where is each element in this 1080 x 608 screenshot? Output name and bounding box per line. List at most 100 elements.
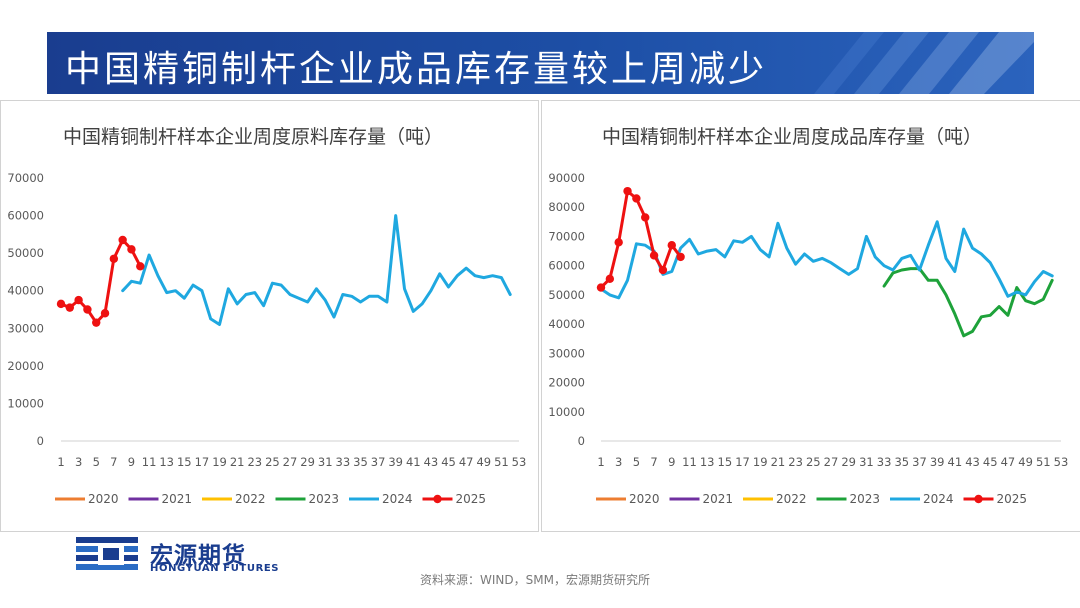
legend-label: 2024 <box>382 492 413 506</box>
data-point-2025 <box>65 303 75 312</box>
data-point-2025 <box>649 251 659 260</box>
banner-title: 中国精铜制杆企业成品库存量较上周减少 <box>65 49 768 90</box>
data-point-2025 <box>596 283 606 292</box>
legend-label: 2021 <box>703 492 734 506</box>
x-tick-label: 41 <box>948 455 963 469</box>
legend-label: 2022 <box>235 492 266 506</box>
x-tick-label: 43 <box>965 455 980 469</box>
data-point-2025 <box>632 194 641 203</box>
x-tick-label: 3 <box>615 455 622 469</box>
y-tick-label: 0 <box>578 434 585 448</box>
y-tick-label: 90000 <box>548 171 585 185</box>
x-tick-label: 39 <box>930 455 945 469</box>
x-tick-label: 9 <box>128 455 135 469</box>
x-tick-label: 17 <box>195 455 210 469</box>
series-line-2024 <box>599 220 1054 300</box>
legend-label: 2020 <box>88 492 119 506</box>
x-tick-label: 45 <box>983 455 998 469</box>
data-point-2025 <box>623 186 632 196</box>
y-tick-label: 20000 <box>7 359 44 373</box>
chart-title: 中国精铜制杆样本企业周度成品库存量（吨） <box>602 126 982 148</box>
x-tick-label: 5 <box>633 455 640 469</box>
x-tick-label: 35 <box>353 455 368 469</box>
data-point-2025 <box>109 254 119 263</box>
data-point-2025 <box>100 309 110 318</box>
x-tick-label: 53 <box>512 455 527 469</box>
x-tick-label: 3 <box>75 455 82 469</box>
x-tick-label: 11 <box>142 455 157 469</box>
x-tick-label: 33 <box>877 455 892 469</box>
data-point-2025 <box>614 238 623 247</box>
x-tick-label: 19 <box>753 455 768 469</box>
x-tick-label: 7 <box>110 455 117 469</box>
source-note: 资料来源：WIND，SMM，宏源期货研究所 <box>420 573 650 587</box>
data-point-2025 <box>136 262 145 271</box>
y-tick-label: 10000 <box>7 396 44 410</box>
title-banner: 中国精铜制杆企业成品库存量较上周减少 <box>47 32 1034 94</box>
x-tick-label: 19 <box>212 455 227 469</box>
x-tick-label: 23 <box>788 455 803 469</box>
y-tick-label: 30000 <box>7 321 44 335</box>
x-tick-label: 27 <box>824 455 839 469</box>
raw-material-inventory-chart-panel: 中国精铜制杆样本企业周度原料库存量（吨） 0 10000 20000 30000 4000… <box>0 100 539 532</box>
x-tick-label: 13 <box>159 455 174 469</box>
series-line-2023 <box>882 267 1054 338</box>
logo-name-cn: 宏源期货 <box>150 543 246 569</box>
x-tick-label: 41 <box>406 455 421 469</box>
x-tick-label: 35 <box>894 455 909 469</box>
x-tick-label: 23 <box>247 455 262 469</box>
series-line-2025 <box>599 189 683 290</box>
y-tick-label: 60000 <box>7 209 44 223</box>
data-point-2025 <box>641 213 650 222</box>
x-tick-label: 29 <box>841 455 856 469</box>
x-tick-label: 31 <box>859 455 874 469</box>
x-tick-label: 43 <box>424 455 439 469</box>
series-line-2025 <box>59 238 142 325</box>
data-point-2025 <box>605 274 615 284</box>
x-tick-label: 39 <box>388 455 403 469</box>
raw-material-inventory-chart: 中国精铜制杆样本企业周度原料库存量（吨） 0 10000 20000 30000 4000… <box>7 126 527 506</box>
series-line-2024 <box>121 214 512 326</box>
x-tick-label: 1 <box>597 455 604 469</box>
x-tick-label: 15 <box>718 455 733 469</box>
x-tick-label: 51 <box>1036 455 1051 469</box>
y-tick-label: 70000 <box>548 229 585 243</box>
legend-label: 2024 <box>923 492 954 506</box>
data-point-2025 <box>92 318 101 327</box>
legend-marker-2025 <box>433 494 442 504</box>
x-tick-label: 49 <box>476 455 491 469</box>
hongyuan-logo-icon <box>76 537 138 570</box>
finished-product-inventory-chart: 中国精铜制杆样本企业周度成品库存量（吨） 0 10000 20000 30000 4000… <box>548 126 1068 506</box>
legend-label: 2022 <box>776 492 807 506</box>
x-tick-label: 25 <box>265 455 280 469</box>
data-point-2025 <box>118 235 127 245</box>
x-tick-label: 45 <box>441 455 456 469</box>
x-tick-label: 33 <box>336 455 351 469</box>
legend-label: 2023 <box>309 492 340 506</box>
data-point-2025 <box>56 299 66 309</box>
x-tick-label: 21 <box>771 455 786 469</box>
y-tick-label: 20000 <box>548 376 585 390</box>
x-tick-label: 15 <box>177 455 192 469</box>
logo-name-en: HONGYUAN FUTURES <box>150 563 280 574</box>
finished-product-inventory-chart-panel: 中国精铜制杆样本企业周度成品库存量（吨） 0 10000 20000 30000 4000… <box>541 100 1080 532</box>
x-tick-label: 29 <box>300 455 315 469</box>
x-tick-label: 47 <box>459 455 474 469</box>
y-tick-label: 50000 <box>7 246 44 260</box>
x-tick-label: 37 <box>912 455 927 469</box>
x-tick-label: 25 <box>806 455 821 469</box>
chart-title: 中国精铜制杆样本企业周度原料库存量（吨） <box>63 126 443 148</box>
legend-label: 2020 <box>629 492 660 506</box>
y-tick-label: 10000 <box>548 405 585 419</box>
legend-label: 2021 <box>162 492 193 506</box>
x-tick-label: 11 <box>682 455 697 469</box>
y-tick-label: 80000 <box>548 200 585 214</box>
x-tick-label: 49 <box>1018 455 1033 469</box>
y-tick-label: 0 <box>37 434 44 448</box>
x-tick-label: 17 <box>735 455 750 469</box>
x-tick-label: 27 <box>283 455 298 469</box>
x-tick-label: 7 <box>650 455 657 469</box>
x-tick-label: 21 <box>230 455 245 469</box>
x-tick-label: 9 <box>668 455 675 469</box>
y-tick-label: 50000 <box>548 288 585 302</box>
